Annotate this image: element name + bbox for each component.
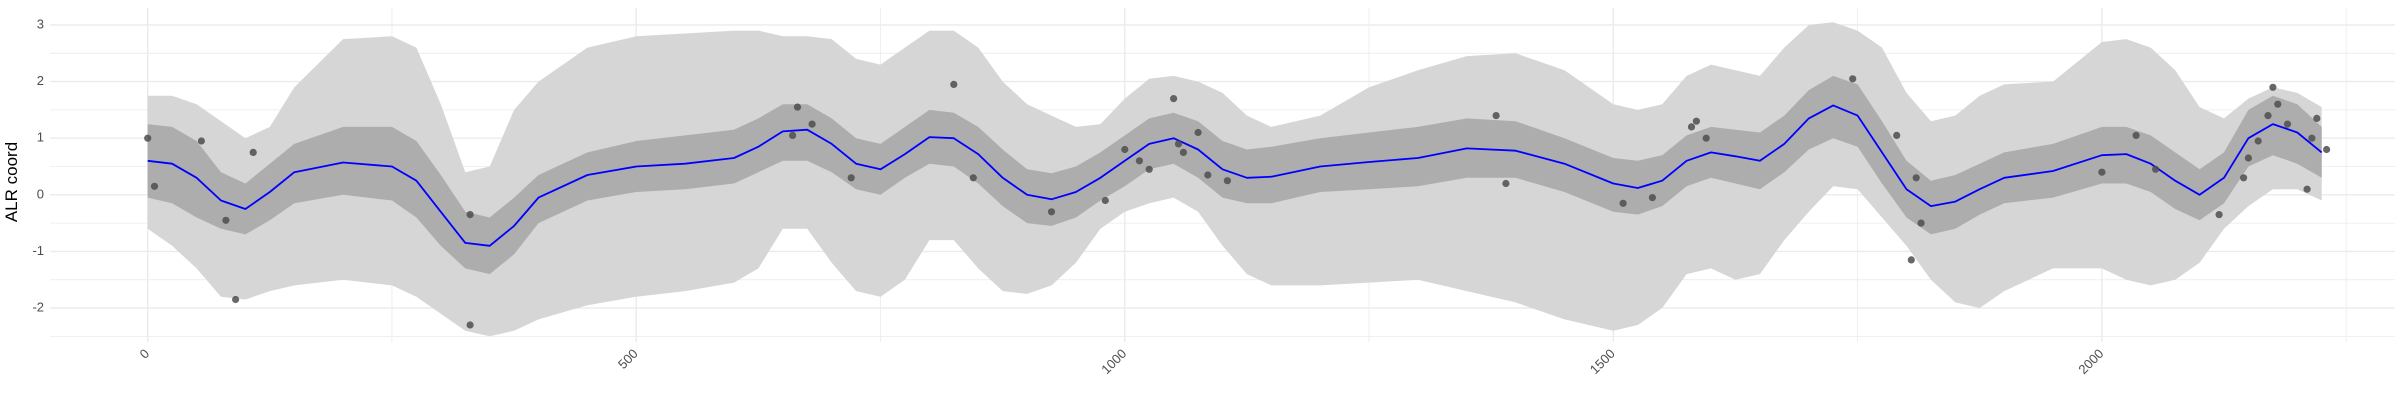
data-point [2323,145,2331,154]
y-tick-label: 0 [37,186,44,201]
data-point [1648,194,1656,202]
data-point [1492,112,1500,120]
data-point [1145,165,1153,173]
x-tick-label: 0 [137,346,153,362]
y-tick-label: -1 [32,243,44,258]
data-point [1047,208,1056,216]
data-point [969,174,977,182]
confidence-bands [147,22,2322,337]
y-tick-label: -2 [32,299,44,314]
data-point [2269,83,2277,91]
data-point [808,120,816,128]
data-point [1204,171,1212,179]
data-point [2152,165,2160,173]
data-point [222,216,230,224]
data-point [2313,114,2321,122]
data-point [1179,148,1187,156]
y-tick-label: 1 [37,130,44,145]
data-point [2283,120,2292,128]
x-tick-label: 500 [615,346,641,372]
data-point [2098,168,2106,176]
data-point [466,211,474,219]
data-point [2254,137,2262,145]
mean-line-layer [147,104,2323,247]
data-point [1917,219,1925,227]
x-tick-label: 1500 [1587,346,1618,377]
data-point [1907,256,1915,264]
inner-interval-band [147,75,2322,275]
data-point [847,174,855,182]
data-point [1174,140,1183,148]
data-point [950,80,958,88]
observation-points [144,75,2331,329]
data-point [793,103,802,111]
data-point [1121,145,1129,154]
data-point [1702,134,1710,142]
data-point [1502,179,1510,188]
data-point [789,131,797,139]
data-point [1687,123,1696,131]
y-tick-label: 3 [37,16,44,31]
x-tick-label: 2000 [2075,346,2106,377]
data-point [1223,177,1231,185]
mean-line [147,104,2323,247]
data-point [1893,131,1901,139]
data-point [197,137,205,145]
data-point [1170,95,1178,103]
data-point [249,148,257,156]
data-point [1135,157,1143,165]
x-axis-ticks: 0 500 1000 1500 2000 [137,346,2107,377]
data-point [150,182,159,190]
data-point [1194,128,1202,137]
data-point [1692,117,1700,125]
data-point [2240,174,2248,182]
data-point [2215,211,2223,219]
data-point [2308,134,2316,142]
data-point [2244,154,2252,162]
y-axis-ticks: -2 -1 0 1 2 3 [32,16,44,314]
data-point [1912,174,1920,182]
data-point [232,295,240,304]
y-tick-label: 2 [37,73,44,88]
data-point [1849,75,1857,83]
data-point [2264,112,2272,120]
data-point [2303,185,2311,193]
x-tick-label: 1000 [1098,346,1129,377]
data-point [144,134,152,142]
data-point [1619,199,1627,207]
data-point [1101,196,1109,205]
data-point [2274,100,2282,108]
data-point [466,321,474,329]
y-axis-title: ALR coord [2,142,21,222]
data-point [2132,131,2140,139]
